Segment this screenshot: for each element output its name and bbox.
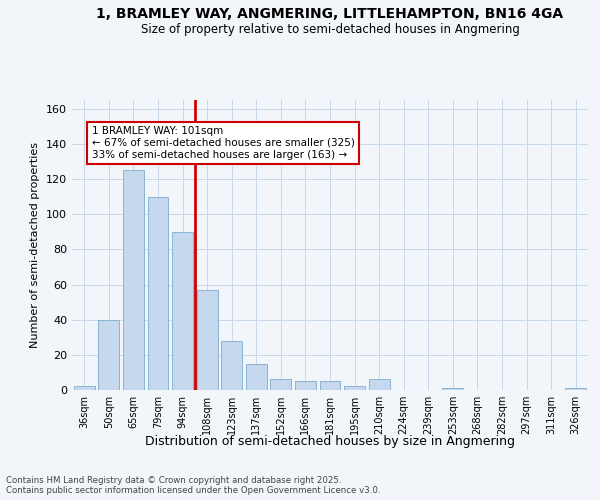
Bar	[246, 364, 267, 390]
Bar	[565, 388, 586, 390]
Bar	[98, 320, 119, 390]
Text: Size of property relative to semi-detached houses in Angmering: Size of property relative to semi-detach…	[140, 22, 520, 36]
Text: Distribution of semi-detached houses by size in Angmering: Distribution of semi-detached houses by …	[145, 435, 515, 448]
Bar	[442, 388, 463, 390]
Bar	[172, 232, 193, 390]
Bar	[197, 290, 218, 390]
Bar	[123, 170, 144, 390]
Bar	[74, 386, 95, 390]
Text: 1, BRAMLEY WAY, ANGMERING, LITTLEHAMPTON, BN16 4GA: 1, BRAMLEY WAY, ANGMERING, LITTLEHAMPTON…	[97, 8, 563, 22]
Bar	[368, 380, 389, 390]
Text: Contains HM Land Registry data © Crown copyright and database right 2025.
Contai: Contains HM Land Registry data © Crown c…	[6, 476, 380, 495]
Bar	[271, 380, 292, 390]
Bar	[148, 196, 169, 390]
Bar	[320, 381, 340, 390]
Bar	[295, 381, 316, 390]
Bar	[344, 386, 365, 390]
Text: 1 BRAMLEY WAY: 101sqm
← 67% of semi-detached houses are smaller (325)
33% of sem: 1 BRAMLEY WAY: 101sqm ← 67% of semi-deta…	[92, 126, 355, 160]
Y-axis label: Number of semi-detached properties: Number of semi-detached properties	[31, 142, 40, 348]
Bar	[221, 341, 242, 390]
